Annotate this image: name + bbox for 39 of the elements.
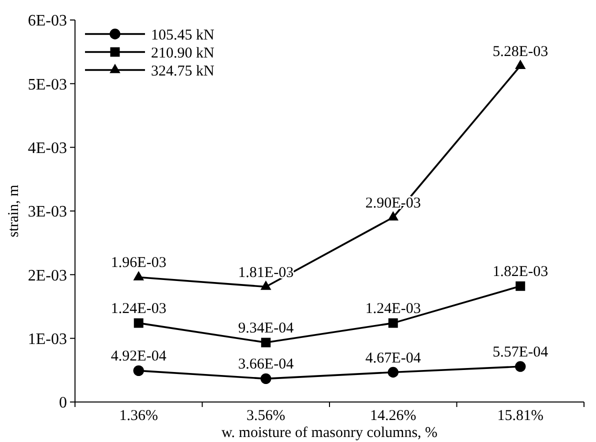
data-label: 1.82E-03	[492, 264, 548, 280]
y-tick-label: 2E-03	[28, 267, 67, 284]
data-label: 5.28E-03	[492, 44, 548, 60]
legend-label: 105.45 kN	[151, 27, 214, 44]
y-tick-label: 3E-03	[28, 204, 67, 221]
y-tick-label: 1E-03	[28, 330, 67, 348]
x-tick-label: 3.56%	[246, 408, 286, 424]
point	[261, 338, 271, 348]
y-tick-label: 4E-03	[28, 140, 67, 157]
point	[515, 361, 526, 372]
data-label: 1.24E-03	[365, 301, 421, 318]
y-tick-label: 6E-03	[28, 12, 67, 30]
point	[515, 60, 526, 69]
data-label: 4.92E-04	[110, 348, 167, 365]
x-tick-label: 14.26%	[370, 408, 416, 424]
data-label: 1.81E-03	[238, 264, 294, 281]
x-axis-title: w. moisture of masonry columns, %	[221, 425, 438, 441]
legend-label: 324.75 kN	[151, 63, 214, 80]
point	[134, 318, 144, 328]
point	[133, 365, 144, 376]
data-label: 9.34E-04	[238, 320, 294, 337]
data-label: 5.57E-04	[492, 344, 549, 361]
point	[388, 211, 398, 220]
point	[516, 281, 526, 291]
y-tick-label: 5E-03	[28, 76, 67, 94]
point	[260, 280, 272, 290]
x-tick-label: 1.36%	[119, 408, 158, 424]
legend-label: 210.90 kN	[151, 45, 214, 62]
point	[133, 271, 144, 280]
data-label: 4.67E-04	[365, 350, 422, 366]
point	[260, 373, 272, 384]
data-label: 1.96E-03	[110, 255, 166, 272]
y-axis-title: strain, m	[6, 184, 22, 238]
data-label: 3.66E-04	[238, 356, 294, 373]
data-label: 1.24E-03	[110, 301, 166, 318]
x-tick-label: 15.81%	[497, 408, 544, 424]
y-tick-label: 0	[59, 394, 67, 412]
point	[388, 366, 398, 378]
point	[388, 318, 398, 328]
